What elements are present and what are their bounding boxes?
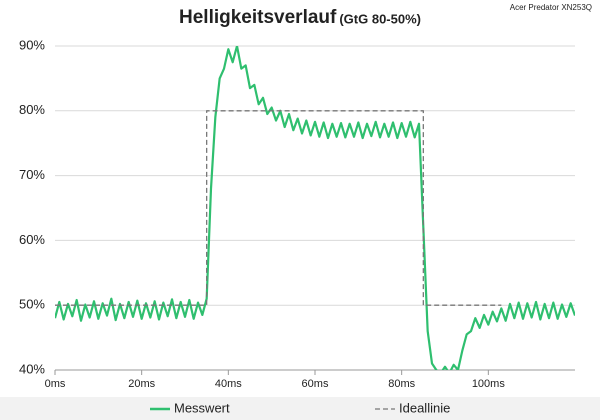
x-tick-label: 60ms [302,378,329,390]
y-tick-label: 90% [19,37,45,52]
x-tick-label: 40ms [215,378,242,390]
x-tick-label: 80ms [388,378,415,390]
y-tick-label: 50% [19,297,45,312]
x-tick-label: 20ms [128,378,155,390]
legend-label: Messwert [174,400,230,415]
y-tick-label: 60% [19,232,45,247]
x-tick-label: 0ms [45,378,66,390]
series-line [55,46,575,370]
plot-area [54,45,575,375]
chart-title: Helligkeitsverlauf [179,7,337,28]
series-line [55,110,502,306]
y-tick-label: 70% [19,167,45,182]
chart-subtitle: (GtG 80-50%) [339,11,421,26]
legend-bar [0,397,600,420]
y-tick-label: 40% [19,361,45,376]
legend-label: Ideallinie [399,400,450,415]
annotation: Acer Predator XN253Q [510,3,592,12]
y-tick-label: 80% [19,102,45,117]
x-tick-label: 100ms [472,378,506,390]
